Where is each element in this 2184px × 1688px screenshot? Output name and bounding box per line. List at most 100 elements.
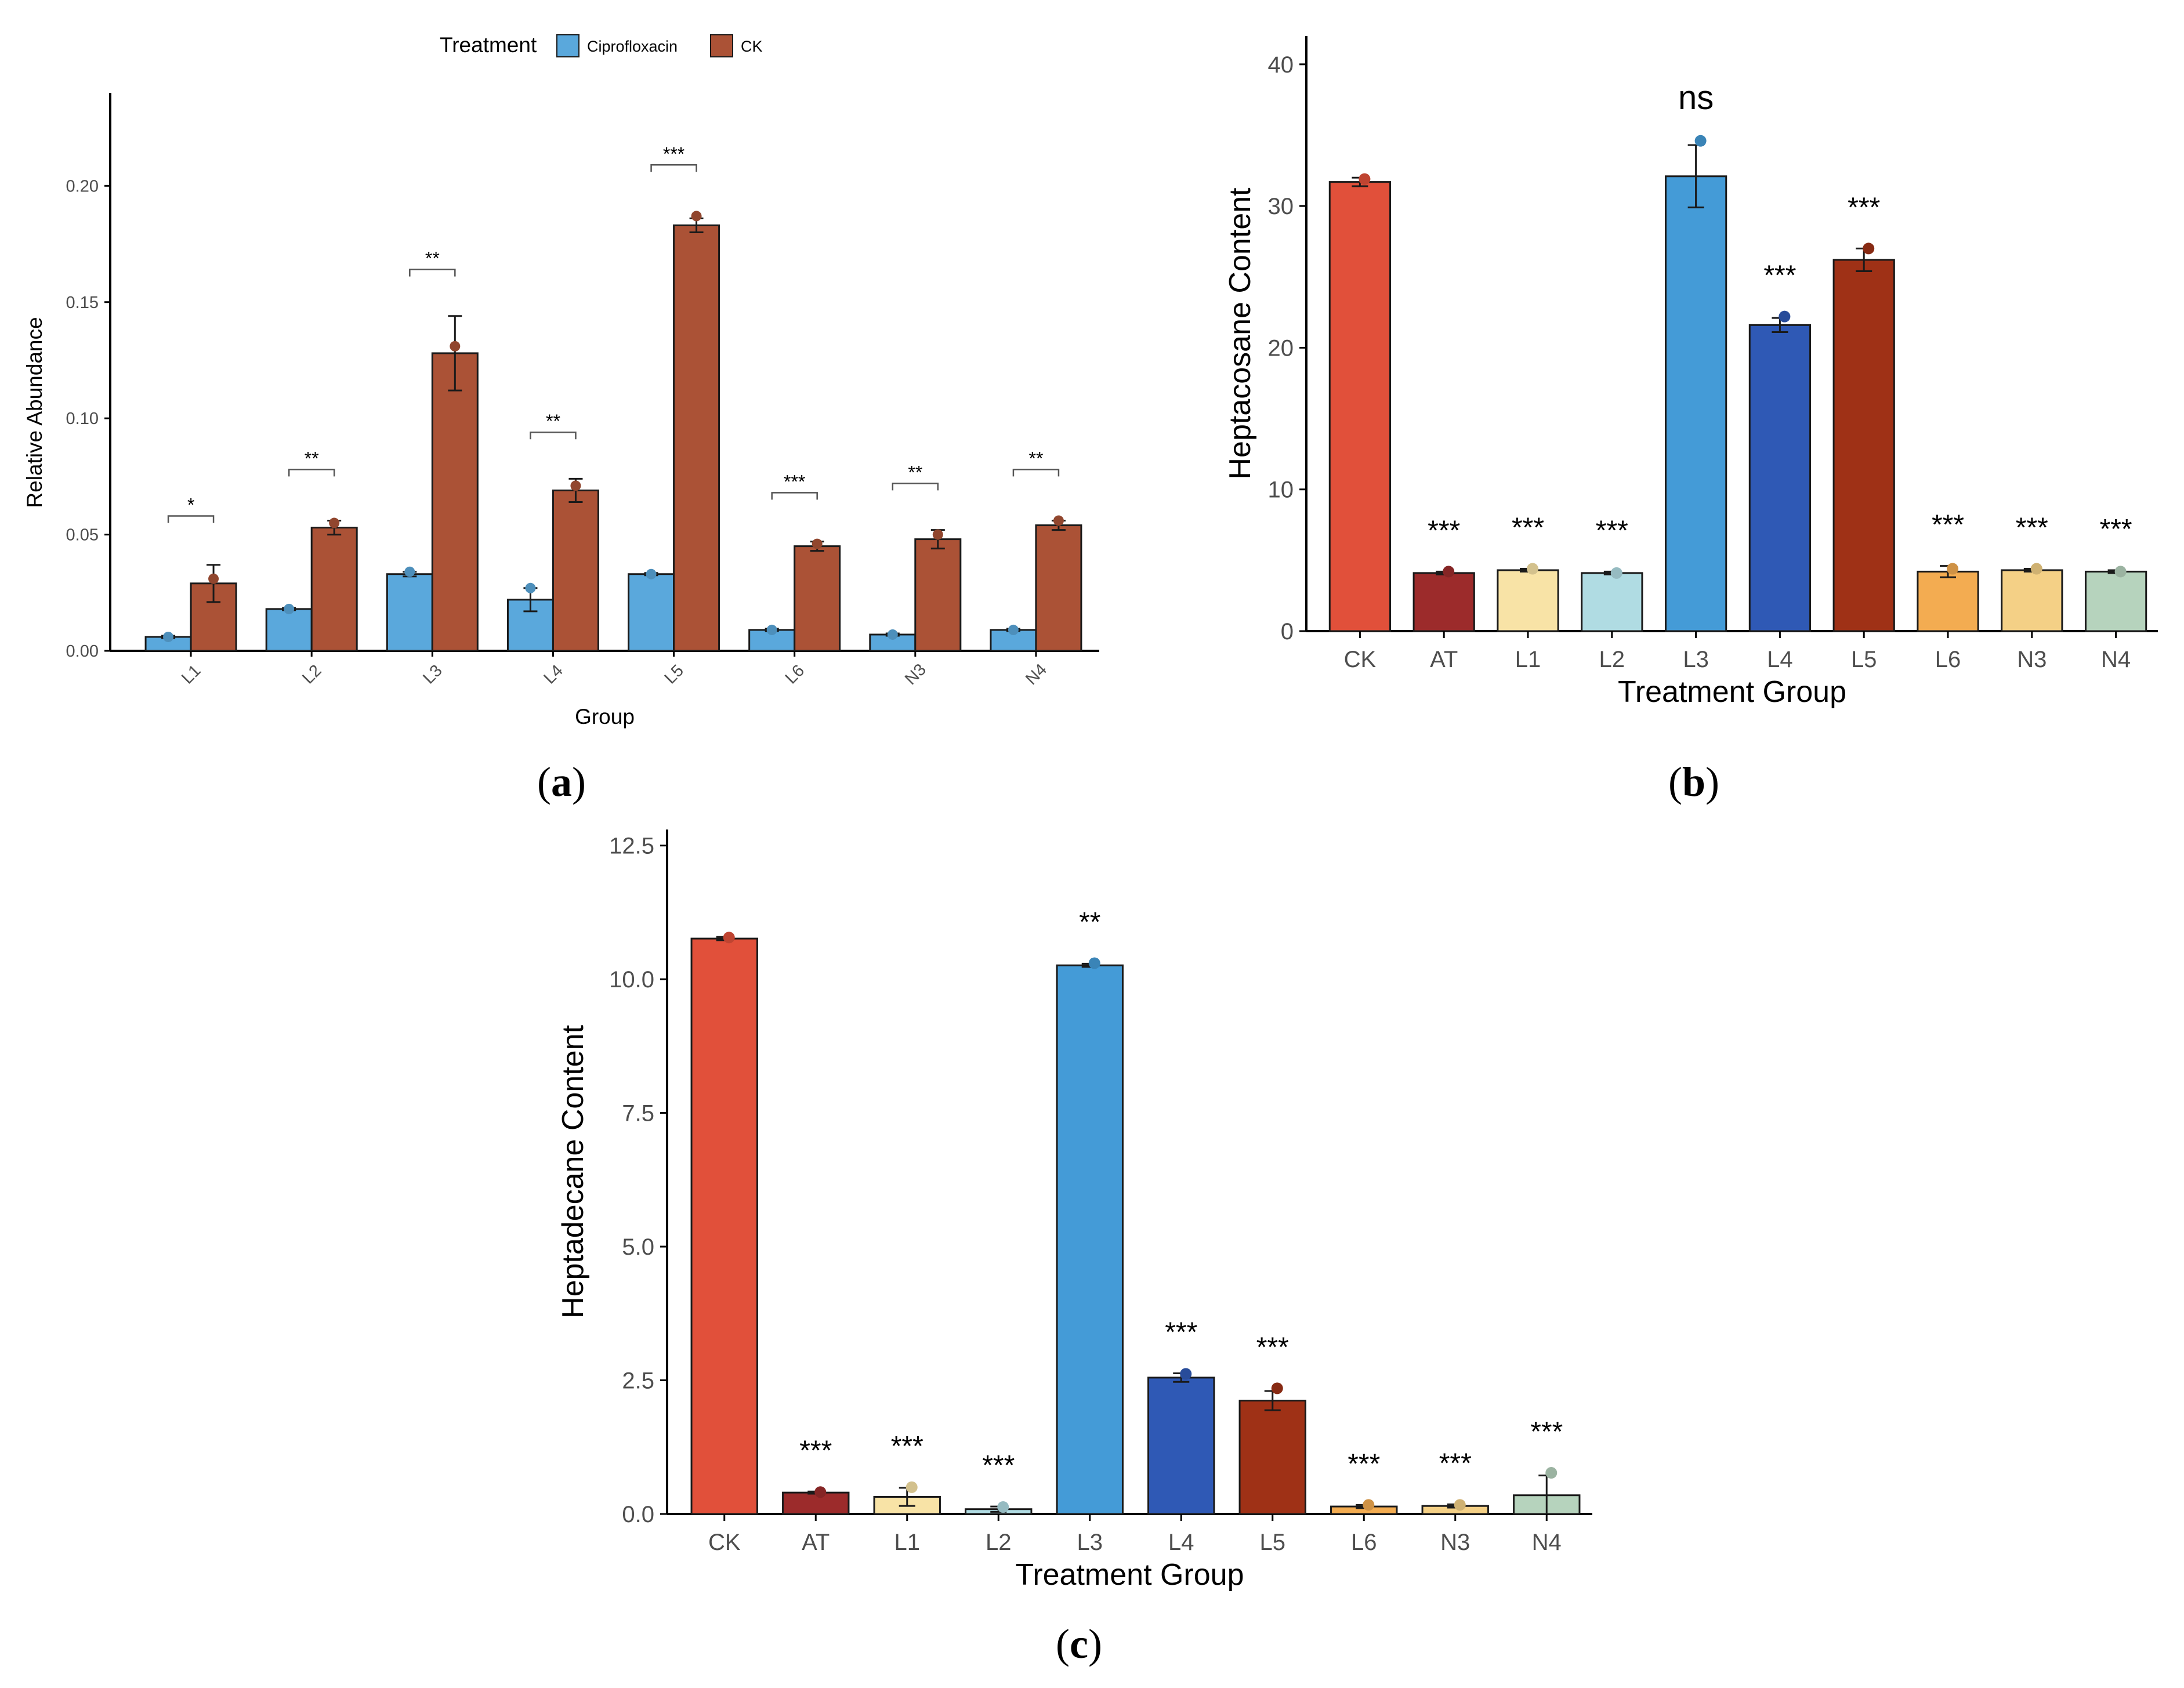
x-tick-label: L3 <box>1683 647 1709 672</box>
data-point <box>1053 515 1064 526</box>
data-point <box>932 529 943 540</box>
bar-L1 <box>1497 569 1559 632</box>
data-point <box>887 629 898 640</box>
significance-label: *** <box>1932 510 1964 541</box>
x-tick-label: L2 <box>299 661 325 687</box>
significance-label: *** <box>1428 515 1460 546</box>
x-tick-label: N3 <box>901 660 930 689</box>
y-tick-label: 40 <box>1268 52 1294 78</box>
data-point <box>766 624 777 635</box>
significance-label: *** <box>891 1431 923 1462</box>
legend-swatch-ciprofloxacin <box>556 34 579 57</box>
chart-panel-a: 0.000.050.100.150.20L1*L2**L3**L4**L5***… <box>23 33 1099 729</box>
bar-ck-L6 <box>794 545 841 652</box>
data-point <box>1527 563 1538 575</box>
bar-ck-L2 <box>310 527 358 652</box>
data-point <box>1610 567 1622 579</box>
data-point <box>723 932 735 944</box>
data-point <box>646 568 657 579</box>
y-axis-title: Heptadecane Content <box>556 1024 590 1318</box>
significance-label: *** <box>1348 1448 1380 1479</box>
significance-label: ** <box>546 411 560 432</box>
significance-label: *** <box>982 1450 1015 1481</box>
significance-label: *** <box>1848 192 1880 223</box>
x-tick-label: L6 <box>1935 647 1961 672</box>
data-point <box>1363 1499 1375 1511</box>
y-tick-label: 20 <box>1268 335 1294 361</box>
y-tick-label: 0 <box>1281 619 1294 644</box>
significance-label: ** <box>305 448 319 469</box>
x-tick-label: L2 <box>1599 647 1625 672</box>
y-tick-label: 5.0 <box>622 1234 654 1260</box>
bar-ciprofloxacin-L5 <box>628 573 675 652</box>
significance-label: *** <box>799 1435 832 1466</box>
y-tick-label: 0.15 <box>66 294 99 312</box>
bar-ciprofloxacin-L2 <box>265 608 313 652</box>
data-point <box>404 566 415 577</box>
significance-bracket <box>409 269 456 277</box>
x-tick-label: N3 <box>2017 647 2047 672</box>
significance-label: ** <box>425 248 440 269</box>
x-tick-label: AT <box>1430 647 1458 672</box>
bar-CK <box>690 937 758 1515</box>
bar-ciprofloxacin-L3 <box>386 573 433 652</box>
significance-label: ** <box>1028 448 1043 469</box>
data-point <box>1443 566 1455 578</box>
y-tick-label: 30 <box>1268 194 1294 219</box>
bar-L5 <box>1832 259 1895 632</box>
data-point <box>329 517 340 528</box>
data-point <box>1779 310 1791 323</box>
y-tick-label: 2.5 <box>622 1368 654 1394</box>
legend-swatch-ck <box>710 34 733 57</box>
significance-label: ** <box>1079 907 1100 937</box>
x-tick-label: CK <box>708 1530 741 1555</box>
x-axis-title: Group <box>575 705 635 729</box>
data-point <box>1359 173 1371 185</box>
x-tick-label: CK <box>1344 647 1377 672</box>
y-tick-label: 0.00 <box>66 642 99 661</box>
data-point <box>1008 624 1019 635</box>
significance-bracket <box>771 492 818 500</box>
legend-title: Treatment <box>440 33 537 57</box>
x-tick-label: L1 <box>1515 647 1541 672</box>
bar-CK <box>1328 181 1392 632</box>
data-point <box>906 1481 918 1493</box>
chart-panel-c: 0.0 2.5 5.0 7.5 10.0 12.5 CK AT *** L1 *** L2 *** L3 *… <box>556 829 1592 1592</box>
data-point <box>2030 563 2042 575</box>
bar-L2 <box>1581 572 1643 632</box>
x-tick-label: AT <box>802 1530 830 1555</box>
y-tick-label: 0.20 <box>66 177 99 195</box>
bar-AT <box>1412 572 1475 632</box>
significance-label: *** <box>1439 1448 1472 1479</box>
data-point <box>1454 1499 1466 1511</box>
legend-label-ck: CK <box>741 38 763 55</box>
data-point <box>1863 242 1875 255</box>
significance-label: *** <box>2100 514 2132 545</box>
x-tick-label: L4 <box>1767 647 1793 672</box>
panel-label-c: (c) <box>1056 1621 1102 1667</box>
x-tick-label: N4 <box>2101 647 2131 672</box>
bar-L4 <box>1147 1377 1215 1515</box>
x-tick-label: L3 <box>419 661 446 687</box>
x-tick-label: N4 <box>1532 1530 1562 1555</box>
y-tick-label: 0.10 <box>66 410 99 428</box>
bar-AT <box>782 1491 850 1515</box>
bar-L6 <box>1917 570 1979 632</box>
y-axis-title: Heptacosane Content <box>1223 187 1257 480</box>
significance-bracket <box>1012 469 1060 477</box>
significance-label: *** <box>1763 260 1796 291</box>
x-tick-label: L1 <box>178 661 204 687</box>
y-tick-label: 0.0 <box>622 1502 654 1527</box>
y-tick-label: 10 <box>1268 477 1294 503</box>
data-point <box>1088 957 1100 969</box>
y-tick-label: 12.5 <box>609 834 654 859</box>
bar-ck-L5 <box>673 224 720 652</box>
y-axis-title: Relative Abundance <box>23 317 46 508</box>
significance-bracket <box>288 469 335 477</box>
bar-ck-N4 <box>1035 524 1082 652</box>
data-point <box>525 582 536 593</box>
panel-label-a: (a) <box>537 759 586 805</box>
significance-label: *** <box>1165 1317 1197 1348</box>
x-tick-label: L5 <box>661 661 687 687</box>
chart-panel-b: 0 10 20 30 40 CK AT *** L1 *** L2 *** L3 ns L4 *** L5 ***… <box>1223 36 2158 709</box>
